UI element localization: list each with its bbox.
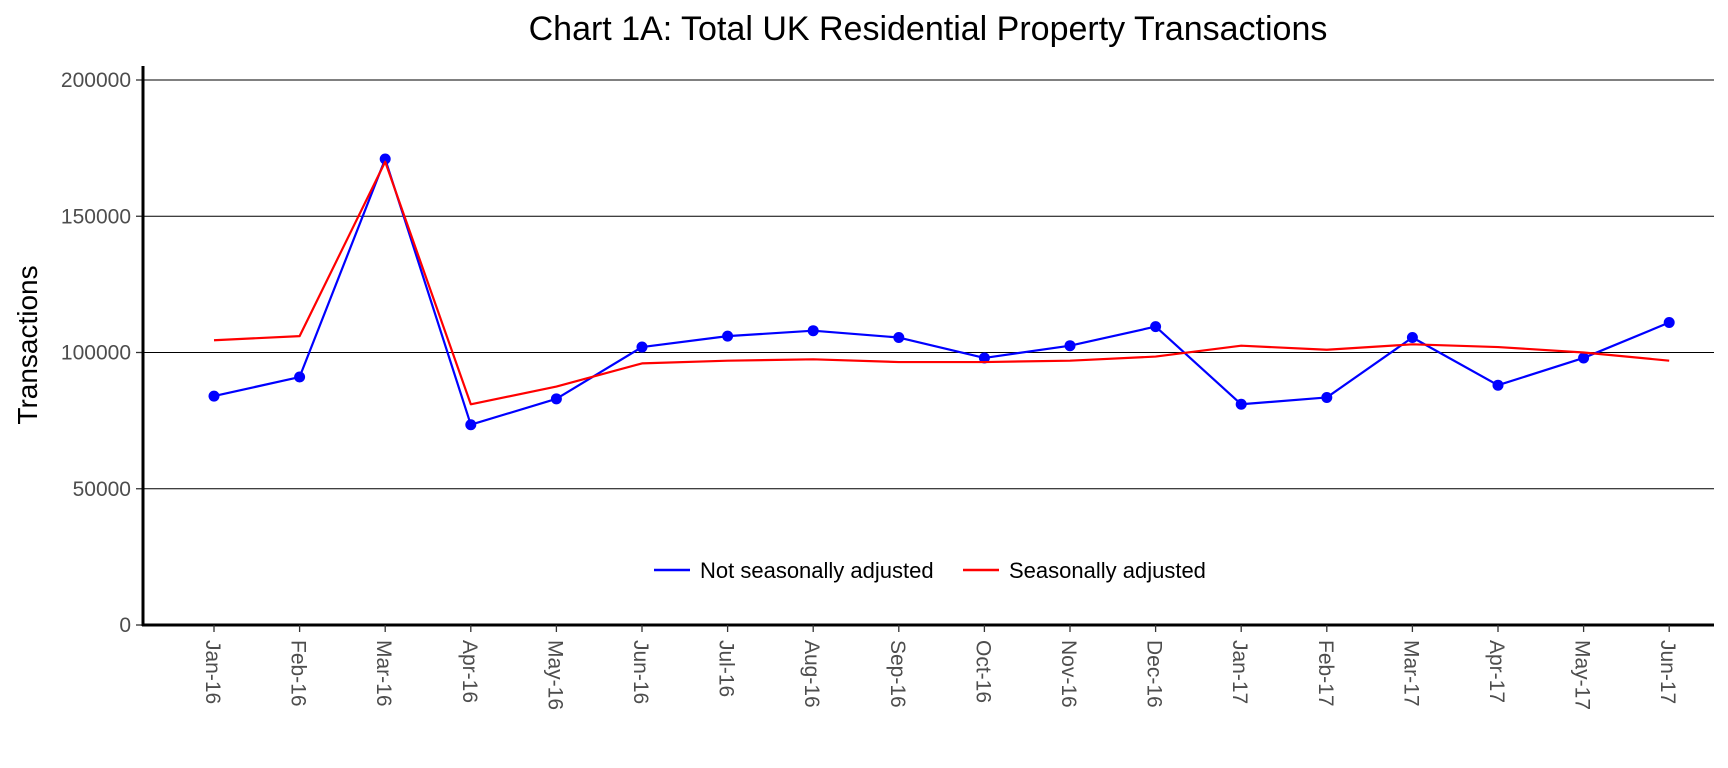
legend-label: Seasonally adjusted — [1009, 558, 1206, 583]
series-line — [213, 160, 1670, 406]
data-point — [465, 419, 477, 431]
series-layer — [208, 153, 1675, 431]
x-tick-label: Jan-17 — [1228, 640, 1251, 704]
series-not-seasonally-adjusted — [208, 153, 1675, 431]
series-seasonally-adjusted — [213, 160, 1670, 406]
data-point — [636, 341, 648, 353]
axes: 0 50000 100000 150000 200000 Jan-16 Feb-16 Mar-… — [61, 66, 1714, 710]
x-tick-label: Apr-17 — [1485, 640, 1508, 703]
x-tick-label: Jan-16 — [201, 640, 224, 704]
legend-label: Not seasonally adjusted — [700, 558, 934, 583]
y-tick-label: 0 — [119, 614, 131, 637]
y-tick-label: 200000 — [61, 69, 131, 92]
x-tick-label: Sep-16 — [886, 640, 909, 708]
y-axis-label: Transactions — [12, 265, 43, 424]
data-point — [1150, 321, 1162, 333]
data-point — [978, 352, 990, 364]
gridlines — [143, 79, 1714, 490]
chart-title: Chart 1A: Total UK Residential Property … — [529, 10, 1328, 48]
data-point — [1492, 379, 1504, 391]
data-point — [550, 393, 562, 405]
data-point — [294, 371, 306, 383]
y-tick-label: 50000 — [73, 478, 131, 501]
x-tick-label: Aug-16 — [800, 640, 823, 708]
x-tick-label: May-16 — [543, 640, 566, 710]
data-point — [1321, 391, 1333, 403]
legend-item: Seasonally adjusted — [963, 558, 1206, 583]
x-tick-label: Feb-16 — [287, 640, 310, 707]
data-point — [1663, 317, 1675, 329]
x-tick-label: Jun-17 — [1656, 640, 1679, 704]
x-tick-label: Mar-17 — [1399, 640, 1422, 707]
x-tick-label: Feb-17 — [1314, 640, 1337, 707]
data-point — [1235, 398, 1247, 410]
legend: Not seasonally adjusted Seasonally adjust… — [654, 558, 1206, 583]
x-tick-label: Jun-16 — [629, 640, 652, 704]
y-tick-label: 150000 — [61, 205, 131, 228]
x-tick-label: Mar-16 — [372, 640, 395, 707]
data-point — [722, 330, 734, 342]
x-tick-label: Oct-16 — [971, 640, 994, 703]
data-point — [208, 390, 220, 402]
data-point — [893, 332, 905, 344]
x-tick-label: Dec-16 — [1143, 640, 1166, 708]
data-point — [1406, 332, 1418, 344]
data-point — [807, 325, 819, 337]
x-tick-label: May-17 — [1571, 640, 1594, 710]
data-point — [1064, 340, 1076, 352]
x-tick-label: Jul-16 — [715, 640, 738, 697]
y-tick-label: 100000 — [61, 342, 131, 365]
data-point — [1578, 352, 1590, 364]
legend-item: Not seasonally adjusted — [654, 558, 934, 583]
x-tick-label: Apr-16 — [458, 640, 481, 703]
x-tick-label: Nov-16 — [1057, 640, 1080, 708]
data-point — [379, 153, 391, 165]
